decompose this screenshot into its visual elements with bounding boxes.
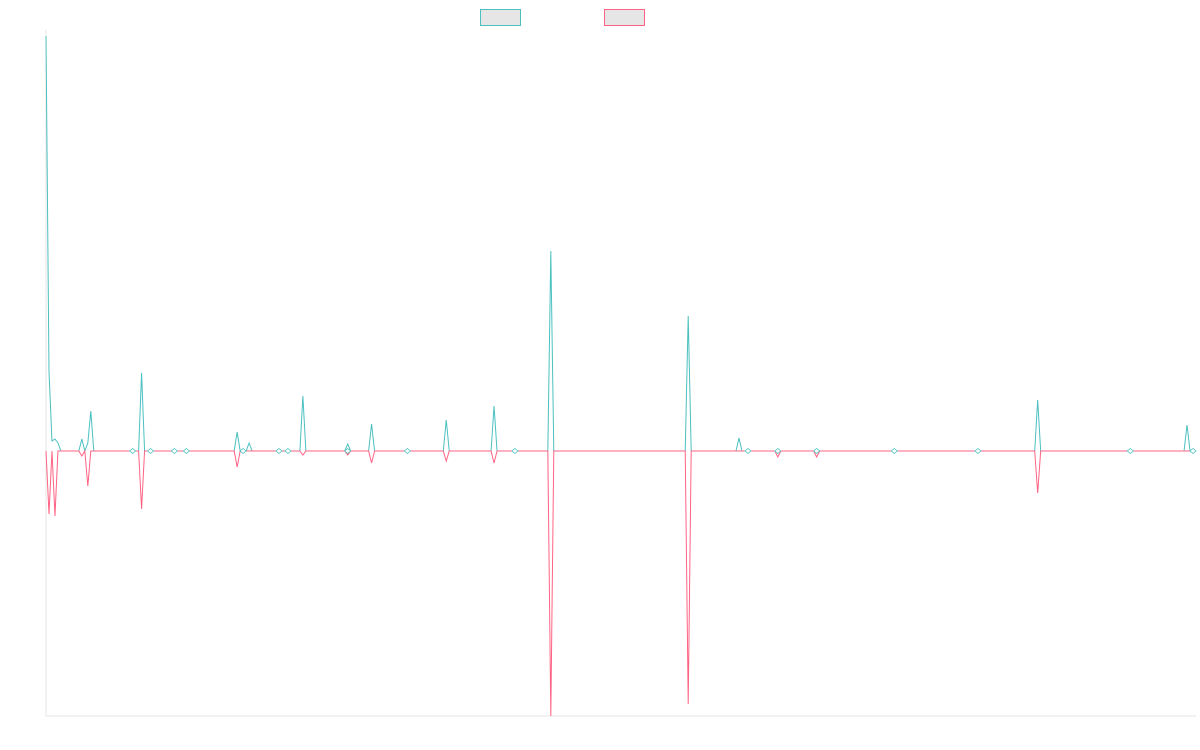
legend-swatch-positive[interactable]: [480, 9, 521, 26]
data-point-marker: [344, 447, 352, 455]
chart-axes: [45, 30, 1196, 717]
data-point-marker: [511, 447, 519, 455]
data-point-marker: [890, 447, 898, 455]
series-line-positive: [45, 35, 1196, 453]
data-point-marker: [774, 447, 782, 455]
series-layer: [45, 35, 1196, 717]
data-point-marker: [403, 447, 412, 455]
data-point-marker: [182, 447, 191, 455]
data-point-marker: [744, 447, 752, 455]
legend-swatch-negative[interactable]: [604, 9, 645, 26]
data-point-marker: [974, 447, 982, 455]
data-point-marker: [128, 447, 137, 455]
data-point-marker: [146, 447, 155, 455]
data-point-marker: [275, 447, 283, 455]
data-point-marker: [284, 447, 292, 455]
marker-layer: [128, 447, 1197, 455]
data-point-marker: [170, 447, 179, 455]
series-line-negative: [45, 449, 1196, 717]
data-point-marker: [1189, 447, 1197, 455]
data-point-marker: [239, 447, 247, 455]
data-point-marker: [813, 447, 821, 455]
data-point-marker: [1126, 447, 1134, 455]
